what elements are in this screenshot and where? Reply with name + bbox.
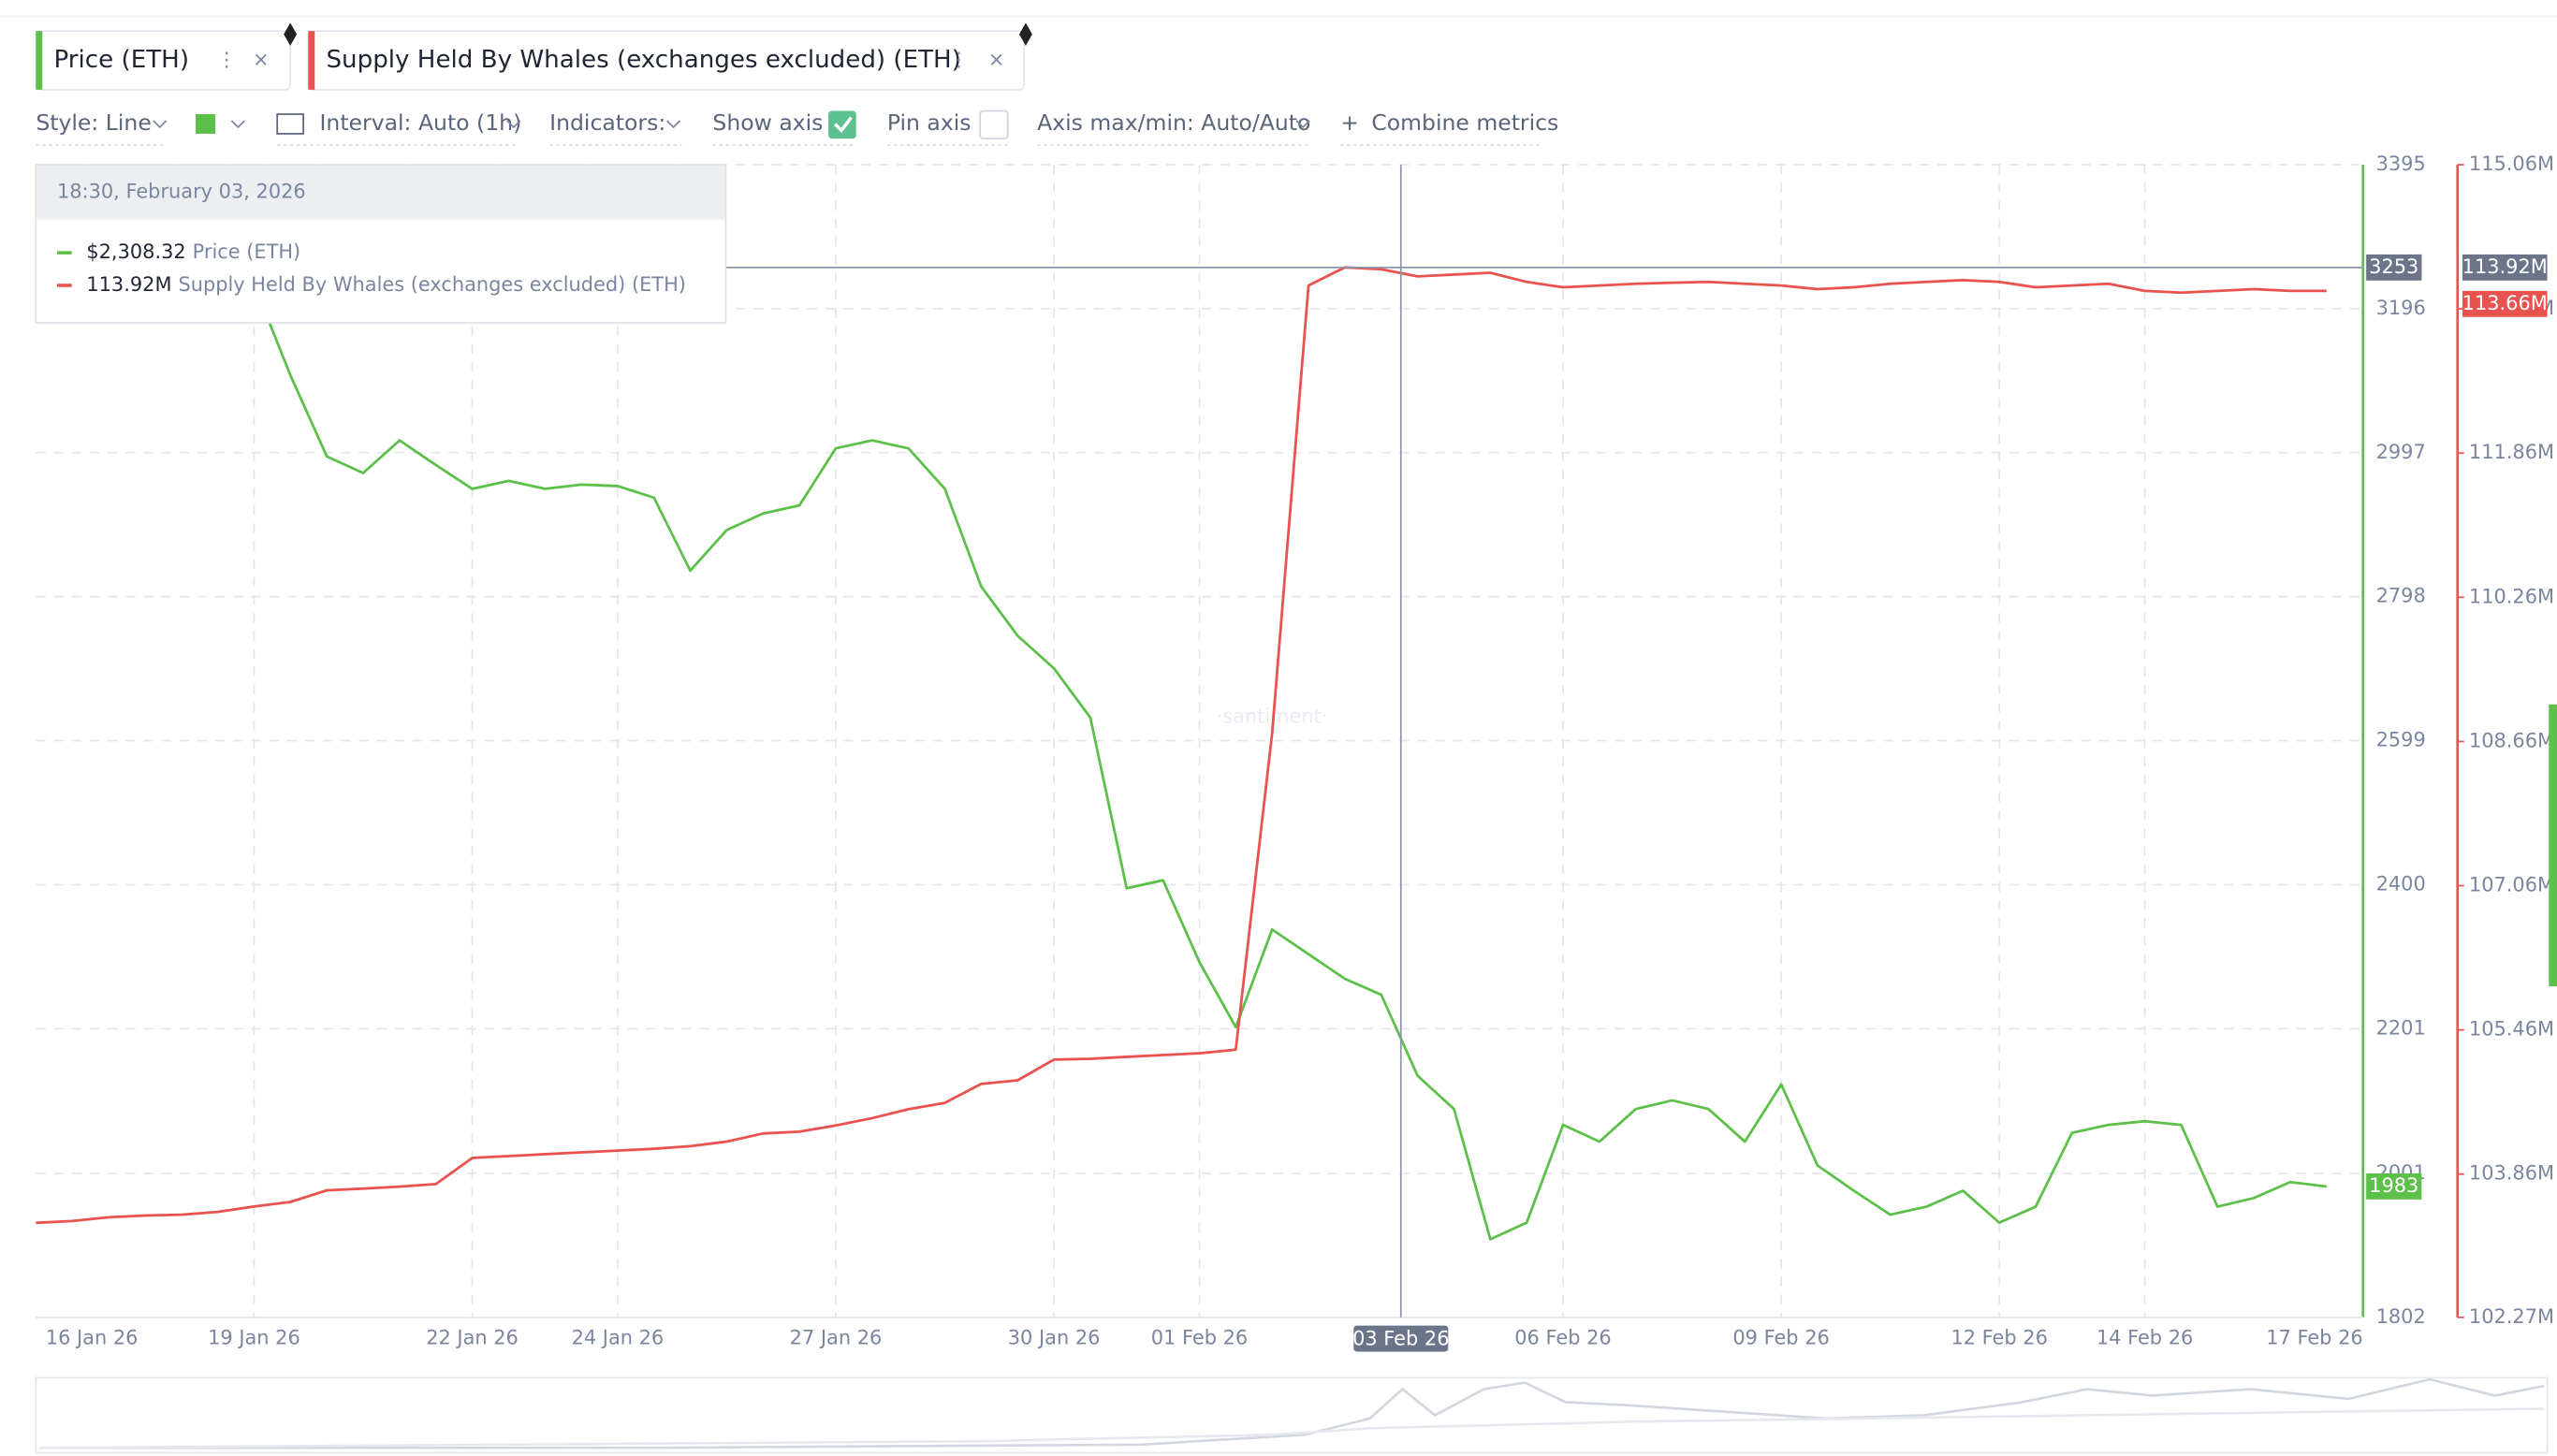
chip-close[interactable]: × bbox=[988, 49, 1005, 71]
tooltip-series-name: Supply Held By Whales (exchanges exclude… bbox=[178, 273, 686, 296]
navigator-line bbox=[38, 1377, 2545, 1449]
y-tick-label: 3196 bbox=[2376, 297, 2426, 319]
pin-axis-toggle[interactable]: Pin axis bbox=[887, 109, 972, 136]
x-tick-label: 17 Feb 26 bbox=[2266, 1327, 2362, 1349]
color-select[interactable] bbox=[196, 114, 215, 134]
x-tick-label: 24 Jan 26 bbox=[572, 1327, 665, 1349]
x-tick-label: 09 Feb 26 bbox=[1732, 1327, 1829, 1349]
tooltip-header bbox=[37, 165, 725, 220]
plus-icon: + bbox=[1340, 109, 1359, 136]
navigator-line bbox=[38, 1407, 2545, 1449]
chip-menu[interactable]: ⋮ bbox=[217, 49, 237, 71]
chip-menu[interactable]: ⋮ bbox=[949, 49, 969, 71]
y-tick-label: 2599 bbox=[2376, 729, 2426, 751]
x-tick-label: 06 Feb 26 bbox=[1514, 1327, 1611, 1349]
y2-tick-label: 107.06M bbox=[2469, 874, 2554, 896]
checkbox-checked[interactable] bbox=[828, 110, 856, 139]
last-value-tag bbox=[2366, 1172, 2422, 1200]
last-value-label: 113.66M bbox=[2462, 292, 2548, 314]
scroll-indicator bbox=[2549, 704, 2557, 987]
chip-close[interactable]: × bbox=[253, 49, 270, 71]
chip-label: Price (ETH) bbox=[53, 46, 189, 74]
tooltip: 18:30, February 03, 2026 $2,308.32 Price (… bbox=[35, 164, 727, 324]
y2-tick-label: 111.86M bbox=[2469, 441, 2554, 463]
metric-chip[interactable]: Supply Held By Whales (exchanges exclude… bbox=[307, 30, 1026, 91]
metric-chip[interactable]: Price (ETH) ⋮ × bbox=[35, 30, 292, 91]
y-tick-label: 2400 bbox=[2376, 872, 2426, 895]
tooltip-row: $2,308.32 Price (ETH) bbox=[86, 240, 300, 263]
crosshair-y2-label: 113.92M bbox=[2462, 255, 2548, 278]
combine-metrics[interactable]: Combine metrics bbox=[1371, 109, 1558, 136]
y-tick-label: 3395 bbox=[2376, 153, 2426, 175]
tooltip-series-name: Price (ETH) bbox=[193, 240, 301, 263]
chevron bbox=[1295, 120, 1310, 129]
chevron bbox=[666, 120, 681, 129]
crosshair-y2-tag bbox=[2462, 254, 2548, 281]
axis-range-select[interactable]: Axis max/min: Auto/Auto bbox=[1037, 109, 1310, 136]
chevron bbox=[506, 120, 521, 129]
chip-label: Supply Held By Whales (exchanges exclude… bbox=[326, 46, 960, 74]
series-line bbox=[36, 266, 2327, 1225]
y-tick-label: 2201 bbox=[2376, 1016, 2426, 1039]
checkmark bbox=[833, 116, 853, 134]
tooltip-value: 113.92M bbox=[86, 273, 171, 296]
chip-accent bbox=[308, 31, 315, 90]
plot: 03 Feb 26 3253 113.92M 1983 113.66M 18:30, Fe… bbox=[35, 164, 2548, 1352]
y-tick-label: 2997 bbox=[2376, 441, 2426, 463]
last-value-tag bbox=[2462, 290, 2548, 317]
show-axis-toggle[interactable]: Show axis bbox=[712, 109, 823, 136]
tooltip-value: $2,308.32 bbox=[86, 240, 185, 263]
y2-tick-label: 115.06M bbox=[2469, 153, 2554, 175]
style-select[interactable]: Style: Line bbox=[36, 109, 151, 136]
x-tick-label: 30 Jan 26 bbox=[1008, 1327, 1101, 1349]
x-tick-label: 19 Jan 26 bbox=[208, 1327, 300, 1349]
crosshair-y-label: 3253 bbox=[2369, 255, 2418, 278]
interval-icon bbox=[276, 113, 304, 135]
y-tick-label: 2798 bbox=[2376, 585, 2426, 607]
x-tick-label: 14 Feb 26 bbox=[2097, 1327, 2193, 1349]
x-tick-label: 27 Jan 26 bbox=[790, 1327, 883, 1349]
y2-tick-label: 108.66M bbox=[2469, 729, 2554, 751]
y2-tick-label: 105.46M bbox=[2469, 1018, 2554, 1041]
toolbar: Style: Line Interval: Auto (1h) Indicato… bbox=[36, 109, 1558, 146]
indicators-select[interactable]: Indicators: bbox=[549, 109, 665, 136]
chevron bbox=[153, 120, 168, 129]
grid: 180220012201240025992798299731963395102.… bbox=[36, 153, 2554, 1349]
x-tick-label: 22 Jan 26 bbox=[426, 1327, 519, 1349]
x-tick-label: 16 Jan 26 bbox=[46, 1327, 139, 1349]
tooltip-row: 113.92M Supply Held By Whales (exchanges … bbox=[86, 273, 686, 296]
x-tick-label: 01 Feb 26 bbox=[1151, 1327, 1248, 1349]
crosshair-y-tag bbox=[2366, 254, 2422, 281]
last-value-label: 1983 bbox=[2369, 1174, 2418, 1197]
crosshair-x-label: 03 Feb 26 bbox=[1352, 1327, 1449, 1349]
chevron bbox=[230, 120, 245, 129]
y2-tick-label: 110.26M bbox=[2469, 585, 2554, 607]
crosshair-x-tag bbox=[1353, 1325, 1449, 1352]
tooltip-title: 18:30, February 03, 2026 bbox=[57, 181, 306, 203]
checkbox[interactable] bbox=[979, 109, 1009, 140]
interval-select[interactable]: Interval: Auto (1h) bbox=[320, 109, 522, 136]
x-tick-label: 12 Feb 26 bbox=[1951, 1327, 2047, 1349]
chip-accent bbox=[36, 31, 43, 90]
y2-tick-label: 103.86M bbox=[2469, 1162, 2554, 1185]
y2-tick-label: 102.27M bbox=[2469, 1305, 2554, 1328]
series-line bbox=[36, 232, 2327, 1241]
y-tick-label: 1802 bbox=[2376, 1305, 2426, 1328]
